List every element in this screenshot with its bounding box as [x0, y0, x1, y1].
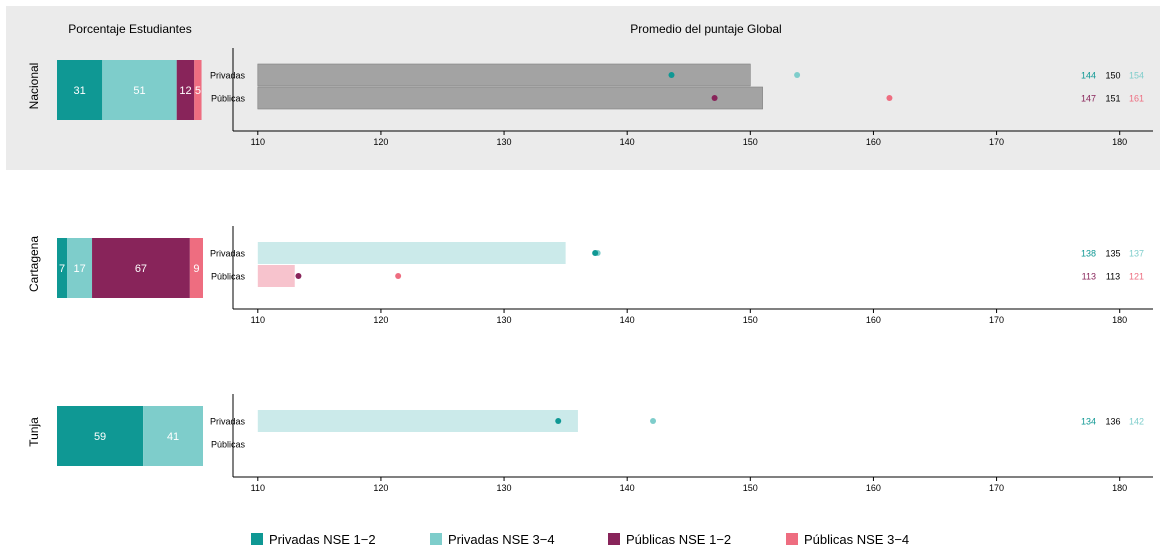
x-tick-label: 160	[866, 483, 881, 493]
value-label-nse12: 113	[1082, 272, 1096, 282]
x-tick-label: 160	[866, 315, 881, 325]
pct-segment	[143, 406, 203, 466]
region-label: Nacional	[27, 63, 41, 110]
x-tick-label: 180	[1112, 483, 1127, 493]
value-label-total: 150	[1105, 71, 1120, 81]
point-nse12	[555, 418, 562, 424]
value-label-total: 135	[1105, 249, 1120, 259]
x-tick-label: 110	[251, 137, 265, 147]
total-bar	[257, 63, 751, 87]
value-label-total: 151	[1105, 94, 1120, 104]
pct-segment	[102, 60, 177, 120]
pct-segment	[194, 60, 202, 120]
value-label-nse12: 138	[1081, 249, 1096, 259]
point-nse34	[794, 72, 801, 78]
point-nse12	[711, 95, 718, 101]
value-label-nse34: 137	[1129, 249, 1144, 259]
pct-segment	[57, 60, 103, 120]
left-title: Porcentaje Estudiantes	[68, 22, 191, 36]
total-bar	[257, 86, 763, 110]
legend-swatch	[251, 533, 263, 545]
x-tick-label: 150	[743, 137, 758, 147]
x-tick-label: 120	[373, 315, 388, 325]
x-tick-label: 120	[373, 137, 388, 147]
pct-segment	[176, 60, 195, 120]
row-label: Públicas	[211, 272, 246, 282]
value-label-total: 136	[1105, 417, 1120, 427]
x-tick-label: 170	[989, 315, 1004, 325]
region-label: Cartagena	[27, 236, 41, 292]
legend-label: Privadas NSE 1−2	[269, 532, 376, 547]
x-tick-label: 140	[620, 483, 635, 493]
x-tick-label: 130	[497, 483, 512, 493]
pct-label: 5	[195, 85, 201, 97]
pct-segment	[189, 238, 203, 298]
pct-label: 7	[59, 263, 65, 275]
row-label: Públicas	[211, 94, 246, 104]
row-label: Privadas	[210, 417, 246, 427]
point-nse12	[295, 273, 302, 279]
legend-swatch	[786, 533, 798, 545]
pct-segment	[92, 238, 190, 298]
pct-label: 51	[133, 85, 145, 97]
pct-label: 59	[94, 431, 106, 443]
x-tick-label: 120	[373, 483, 388, 493]
panels: Nacional 31 51 12 5 110 120 130 140 150 160 170 180 P…	[27, 48, 1153, 493]
pct-label: 41	[167, 431, 179, 443]
pct-segment	[57, 406, 144, 466]
legend: Privadas NSE 1−2 Privadas NSE 3−4 Públicas…	[251, 532, 909, 547]
x-tick-label: 130	[497, 315, 512, 325]
row-label: Públicas	[211, 440, 246, 450]
row-label: Privadas	[210, 249, 246, 259]
x-tick-label: 160	[866, 137, 881, 147]
x-tick-label: 170	[989, 483, 1004, 493]
panel-nacional: Nacional 31 51 12 5 110 120 130 140 150 160 170 180 P…	[27, 48, 1153, 147]
point-nse34	[395, 273, 402, 279]
point-nse12	[668, 72, 675, 78]
value-label-total: 113	[1106, 272, 1120, 282]
x-tick-label: 180	[1112, 137, 1127, 147]
x-tick-label: 110	[251, 483, 265, 493]
pct-label: 67	[135, 263, 147, 275]
x-tick-label: 140	[620, 137, 635, 147]
value-label-nse34: 142	[1129, 417, 1144, 427]
value-label-nse12: 134	[1081, 417, 1096, 427]
value-label-nse34: 154	[1129, 71, 1144, 81]
point-nse34	[650, 418, 657, 424]
panel-tunja: Tunja 59 41 110 120 130 140 150 160 170 180 Privada…	[27, 394, 1153, 493]
total-bar	[257, 410, 578, 432]
legend-swatch	[430, 533, 442, 545]
legend-label: Públicas NSE 3−4	[804, 532, 909, 547]
value-label-nse12: 147	[1081, 94, 1096, 104]
total-bar	[257, 265, 295, 287]
legend-label: Públicas NSE 1−2	[626, 532, 731, 547]
x-tick-label: 150	[743, 483, 758, 493]
point-nse12	[592, 250, 599, 256]
value-label-nse12: 144	[1081, 71, 1096, 81]
pct-label: 12	[179, 85, 191, 97]
total-bar	[257, 242, 566, 264]
x-tick-label: 110	[251, 315, 265, 325]
panel-cartagena: Cartagena 7 17 67 9 110 120 130 140 150 160 170 180 P…	[27, 226, 1153, 325]
x-tick-label: 170	[989, 137, 1004, 147]
pct-label: 9	[193, 263, 199, 275]
legend-label: Privadas NSE 3−4	[448, 532, 555, 547]
value-label-nse34: 121	[1129, 272, 1144, 282]
pct-label: 31	[74, 85, 86, 97]
pct-segment	[57, 238, 68, 298]
x-tick-label: 140	[620, 315, 635, 325]
x-tick-label: 180	[1112, 315, 1127, 325]
row-label: Privadas	[210, 71, 246, 81]
pct-segment	[67, 238, 93, 298]
legend-swatch	[608, 533, 620, 545]
right-title: Promedio del puntaje Global	[630, 22, 781, 36]
pct-label: 17	[74, 263, 86, 275]
region-label: Tunja	[27, 417, 41, 447]
point-nse34	[886, 95, 893, 101]
value-label-nse34: 161	[1129, 94, 1144, 104]
x-tick-label: 130	[497, 137, 512, 147]
x-tick-label: 150	[743, 315, 758, 325]
